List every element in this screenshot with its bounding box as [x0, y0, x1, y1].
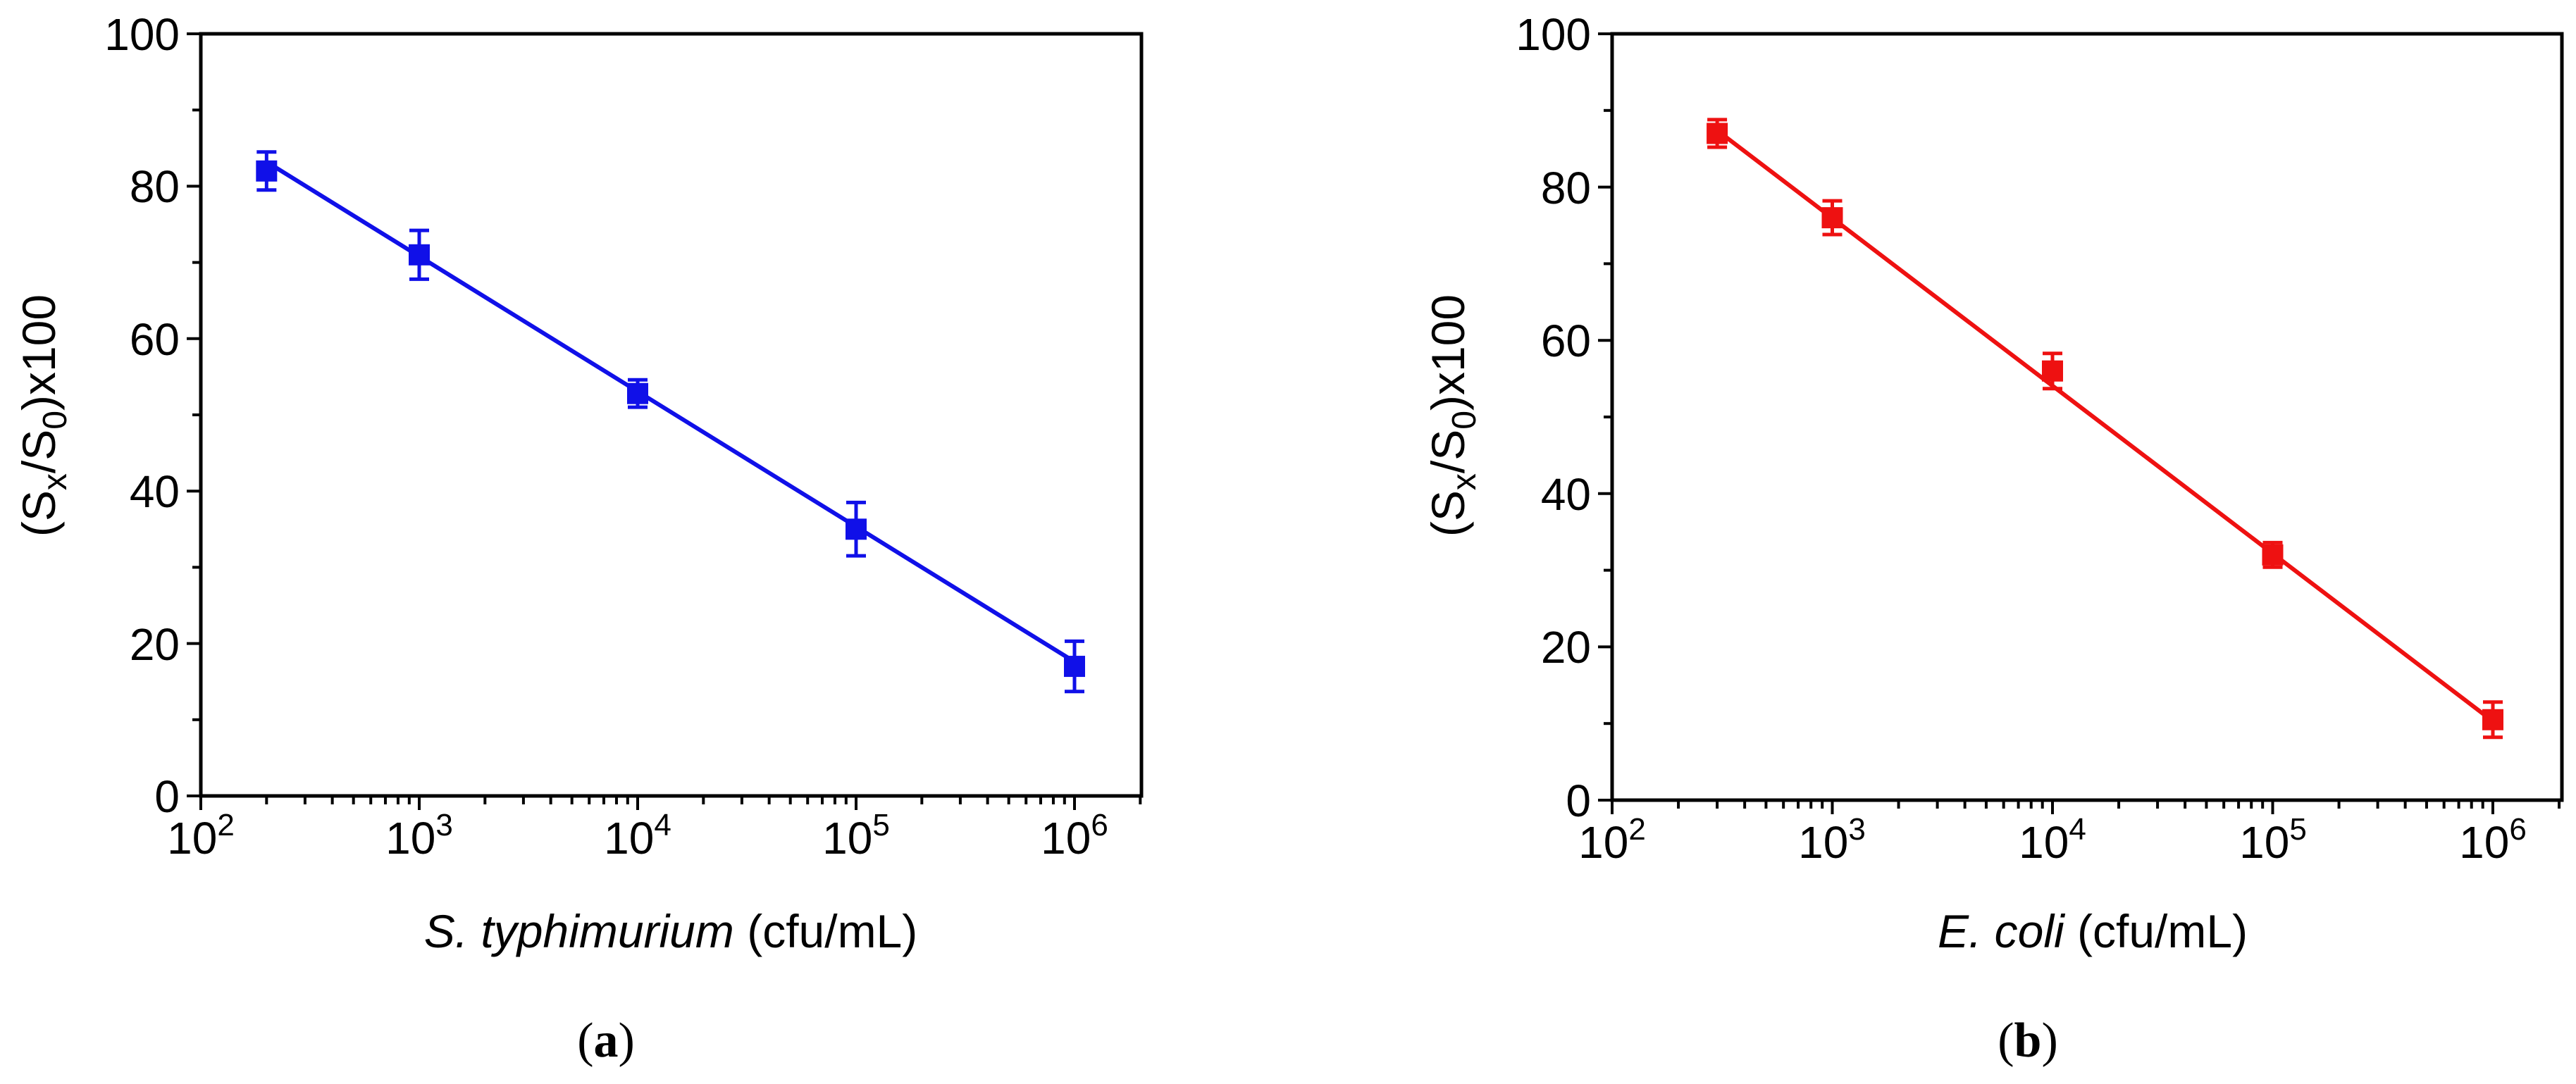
panel-a: 0 20 40 60 80 100 102 103 104 105 106 S.…: [13, 9, 1144, 1068]
x-axis-title-a: S. typhimurium (cfu/mL): [424, 905, 917, 957]
y-tick-label-a-80: 80: [130, 161, 180, 212]
x-axis-title-b: E. coli (cfu/mL): [1938, 905, 2248, 957]
y-tick-label-b-0: 0: [1566, 775, 1591, 826]
y-tick-label-b-100: 100: [1516, 9, 1591, 60]
y-tick-label-a-20: 20: [130, 619, 180, 670]
x-tick-label-a-1e5: 105: [822, 808, 890, 864]
caption-b: (b): [1998, 1014, 2058, 1068]
data-point-a-3: [846, 518, 867, 540]
data-point-b-1: [1821, 207, 1843, 229]
x-tick-label-a-1e2: 102: [167, 808, 235, 864]
y-tick-label-a-100: 100: [104, 9, 180, 60]
tick-marks-b: [1598, 32, 2561, 814]
data-point-a-2: [627, 382, 648, 404]
plot-frame-a: [199, 32, 1144, 798]
x-tick-label-a-1e3: 103: [385, 808, 453, 864]
data-point-a-0: [256, 160, 278, 182]
y-tick-label-b-20: 20: [1541, 622, 1591, 673]
y-tick-label-b-80: 80: [1541, 163, 1591, 213]
data-point-b-3: [2262, 544, 2284, 566]
x-tick-label-b-1e5: 105: [2239, 812, 2307, 868]
y-tick-label-a-40: 40: [130, 466, 180, 517]
x-tick-label-a-1e4: 104: [604, 808, 671, 864]
plot-frame-b: [1610, 32, 2564, 802]
data-point-a-4: [1064, 656, 1085, 678]
fit-line-a: [265, 160, 1076, 664]
series-a: [256, 150, 1085, 694]
data-point-b-0: [1707, 123, 1728, 144]
y-tick-label-b-40: 40: [1541, 469, 1591, 520]
data-point-b-4: [2482, 709, 2503, 730]
data-point-a-1: [409, 244, 430, 266]
y-tick-labels-a: 0 20 40 60 80 100: [104, 9, 180, 822]
y-tick-label-a-60: 60: [130, 314, 180, 365]
fit-line-b: [1716, 128, 2494, 723]
data-point-b-2: [2042, 360, 2063, 382]
x-tick-labels-b: 102 103 104 105 106: [1578, 812, 2527, 868]
y-tick-labels-b: 0 20 40 60 80 100: [1516, 9, 1591, 826]
x-tick-label-b-1e6: 106: [2459, 812, 2527, 868]
caption-a: (a): [577, 1014, 635, 1068]
y-tick-label-a-0: 0: [154, 771, 180, 822]
x-tick-label-b-1e3: 103: [1798, 812, 1866, 868]
y-axis-title-b: (Sx/S0)x100: [1422, 294, 1483, 537]
x-tick-label-a-1e6: 106: [1041, 808, 1108, 864]
panel-b: 0 20 40 60 80 100 102 103 104 105 106 E.…: [1422, 9, 2564, 1068]
tick-marks-a: [187, 32, 1142, 810]
y-axis-title-a: (Sx/S0)x100: [13, 294, 74, 537]
y-tick-label-b-60: 60: [1541, 316, 1591, 366]
x-tick-label-b-1e2: 102: [1578, 812, 1646, 868]
x-tick-labels-a: 102 103 104 105 106: [167, 808, 1108, 864]
series-b: [1707, 118, 2503, 740]
x-tick-label-b-1e4: 104: [2019, 812, 2086, 868]
